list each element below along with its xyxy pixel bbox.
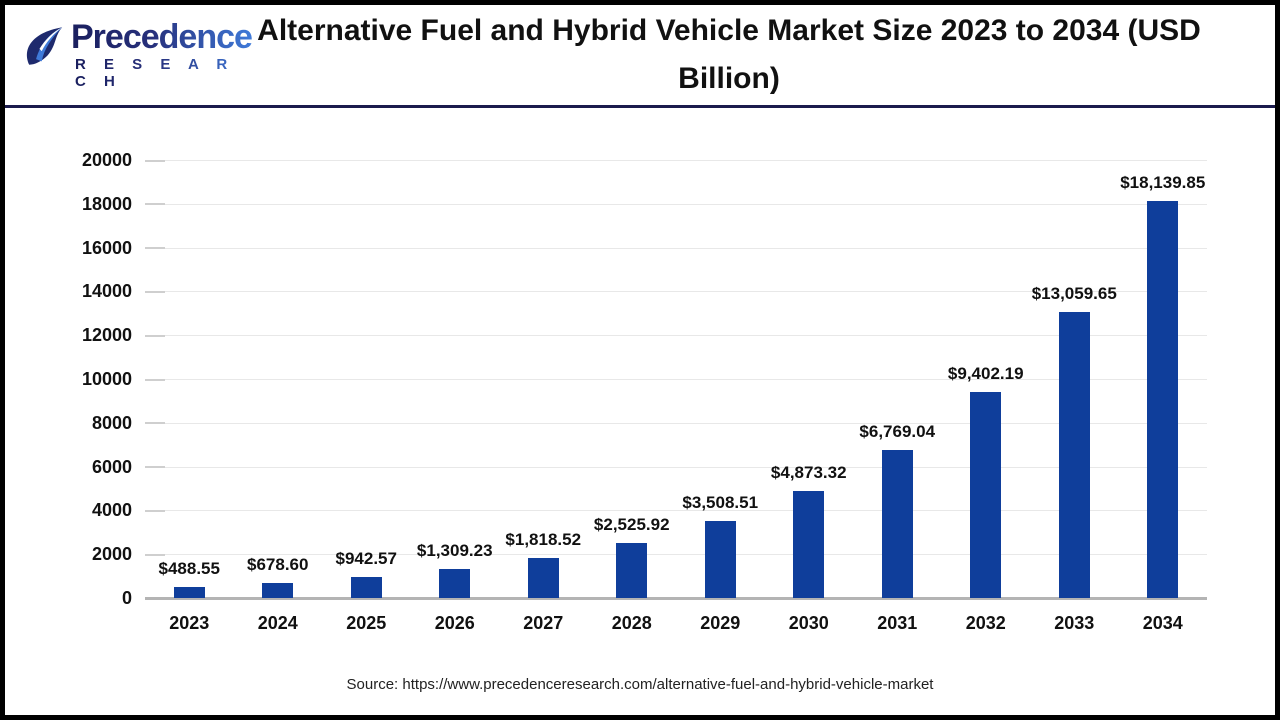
gridline (145, 247, 1207, 249)
y-axis-tick (145, 422, 165, 425)
x-axis-label: 2032 (965, 613, 1006, 633)
bar-2028 (616, 542, 648, 598)
gridline (145, 335, 1207, 337)
bar-2029 (704, 521, 736, 598)
bar-2025 (350, 577, 382, 598)
y-axis-label: 16000 (81, 237, 132, 258)
x-axis-label: 2027 (523, 613, 564, 633)
bar-2027 (527, 558, 559, 598)
source-text: Source: https://www.precedenceresearch.c… (346, 676, 934, 693)
bar-value-label: $3,508.51 (682, 493, 759, 513)
bar-2033 (1058, 311, 1090, 598)
chart-title: Alternative Fuel and Hybrid Vehicle Mark… (257, 14, 1201, 95)
gridline (145, 554, 1207, 556)
y-axis-tick (145, 509, 165, 512)
bar-2030 (793, 491, 825, 598)
gridline (145, 466, 1207, 468)
y-axis-label: 18000 (81, 193, 132, 214)
x-axis-label: 2028 (611, 613, 652, 633)
x-axis-label: 2033 (1054, 613, 1095, 633)
x-axis-line (145, 597, 1207, 600)
y-axis-tick (145, 334, 165, 337)
y-axis-label: 12000 (81, 325, 132, 346)
header: Precedence R E S E A R C H Alternative F… (5, 5, 1275, 108)
bar-value-label: $18,139.85 (1120, 172, 1206, 192)
y-axis-label: 6000 (91, 456, 132, 477)
bar-2031 (881, 449, 913, 598)
y-axis-tick (145, 290, 165, 293)
bar-value-label: $4,873.32 (770, 463, 847, 483)
y-axis-tick (145, 378, 165, 381)
bar-2026 (439, 569, 471, 598)
logo-text: Precedence R E S E A R C H (71, 18, 253, 90)
bar-2023 (173, 587, 205, 598)
y-axis-tick (145, 466, 165, 469)
x-axis-label: 2034 (1142, 613, 1183, 633)
bar-2034 (1147, 200, 1179, 598)
gridline (145, 160, 1207, 161)
x-axis-label: 2026 (434, 613, 475, 633)
bar-value-label: $13,059.65 (1031, 283, 1117, 303)
bar-value-label: $678.60 (247, 555, 309, 575)
y-axis-label: 4000 (91, 500, 132, 521)
bar-value-label: $1,309.23 (416, 541, 493, 561)
gridline (145, 510, 1207, 512)
x-axis-label: 2029 (700, 613, 741, 633)
y-axis-label: 10000 (81, 369, 132, 389)
x-axis-label: 2024 (257, 613, 298, 633)
logo-subtitle: R E S E A R C H (75, 56, 252, 90)
logo-leaf-icon (21, 25, 67, 80)
y-axis-label: 20000 (81, 150, 132, 170)
gridline (145, 203, 1207, 205)
bar-value-label: $2,525.92 (593, 514, 670, 534)
y-axis-label: 8000 (91, 412, 132, 433)
bar-value-label: $9,402.19 (947, 364, 1024, 384)
precedence-research-logo: Precedence R E S E A R C H (5, 20, 253, 90)
bar-value-label: $1,818.52 (505, 530, 582, 550)
bar-value-label: $6,769.04 (859, 421, 936, 441)
y-axis-tick (145, 159, 165, 162)
gridline (145, 379, 1207, 380)
x-axis-label: 2025 (346, 613, 387, 633)
bar-2024 (262, 583, 294, 598)
gridline (145, 422, 1207, 424)
y-axis-tick (145, 553, 165, 556)
x-axis-label: 2031 (877, 613, 918, 633)
y-axis-label: 0 (121, 588, 132, 608)
bar-value-label: $488.55 (158, 559, 220, 579)
y-axis-label: 2000 (91, 544, 132, 565)
x-axis-label: 2023 (169, 613, 210, 633)
bar-value-label: $942.57 (335, 549, 397, 569)
y-axis-label: 14000 (81, 281, 132, 302)
logo-word: Precedence (71, 18, 253, 56)
gridline (145, 291, 1207, 293)
chart-area: Source: https://www.precedenceresearch.c… (5, 108, 1275, 712)
y-axis-tick (145, 203, 165, 206)
bar-2032 (970, 392, 1002, 598)
y-axis-tick (145, 247, 165, 250)
x-axis-label: 2030 (788, 613, 829, 633)
